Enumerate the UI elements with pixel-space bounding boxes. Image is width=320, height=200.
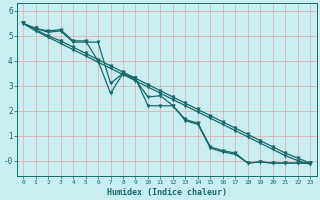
X-axis label: Humidex (Indice chaleur): Humidex (Indice chaleur): [107, 188, 227, 197]
